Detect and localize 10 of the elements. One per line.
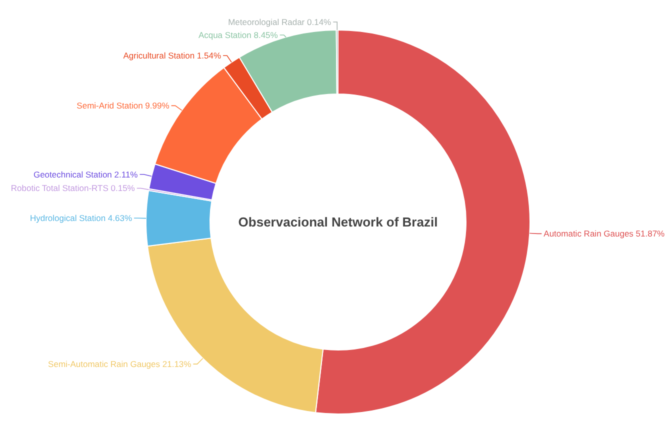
slice-label: Geotechnical Station 2.11% <box>33 169 138 180</box>
slice-label: Agricultural Station 1.54% <box>123 50 222 61</box>
slice-label: Hydrological Station 4.63% <box>30 213 132 224</box>
slice-label: Acqua Station 8.45% <box>198 30 278 40</box>
text: Observacional Network of Brazil <box>238 214 438 230</box>
slice-label: Automatic Rain Gauges 51.87% <box>544 228 666 239</box>
slice-label: Meteorologial Radar 0.14% <box>228 16 332 27</box>
slice-label: Robotic Total Station-RTS 0.15% <box>10 183 136 194</box>
slice-label: Semi-Automatic Rain Gauges 21.13% <box>48 359 192 370</box>
slice-label: Semi-Arid Station 9.99% <box>76 100 170 111</box>
